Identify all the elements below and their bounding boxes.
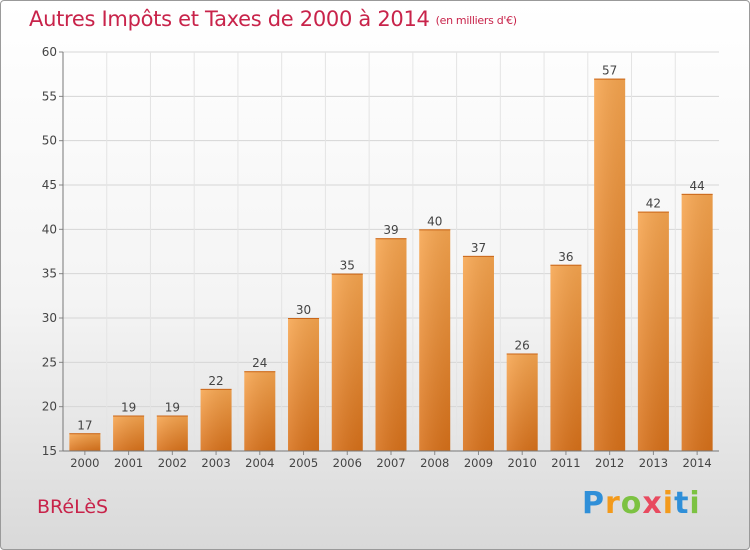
x-tick-label: 2004 bbox=[245, 456, 274, 470]
y-tick-label: 20 bbox=[42, 400, 57, 414]
y-tick-label: 30 bbox=[42, 311, 57, 325]
y-tick-label: 50 bbox=[42, 134, 57, 148]
x-tick-label: 2010 bbox=[508, 456, 537, 470]
x-tick-label: 2009 bbox=[464, 456, 493, 470]
value-label: 39 bbox=[383, 223, 398, 237]
value-label: 40 bbox=[427, 214, 442, 228]
bar-shade-2002 bbox=[156, 415, 188, 451]
bar-shade-2008 bbox=[419, 229, 451, 451]
x-tick-label: 2000 bbox=[70, 456, 99, 470]
y-tick-label: 15 bbox=[42, 444, 57, 458]
logo-letter: o bbox=[620, 486, 643, 521]
y-tick-label: 25 bbox=[42, 355, 57, 369]
x-tick-label: 2013 bbox=[639, 456, 668, 470]
y-tick-label: 40 bbox=[42, 222, 57, 236]
bar-shade-2013 bbox=[637, 211, 669, 451]
x-tick-label: 2008 bbox=[420, 456, 449, 470]
value-label: 42 bbox=[646, 197, 661, 211]
bar-shade-2005 bbox=[288, 318, 320, 451]
logo-letter: P bbox=[582, 486, 605, 521]
bar-shade-2014 bbox=[681, 193, 713, 451]
value-label: 19 bbox=[165, 401, 180, 415]
bar-shade-2011 bbox=[550, 264, 582, 451]
chart-title: Autres Impôts et Taxes de 2000 à 2014 (en… bbox=[29, 7, 517, 31]
value-label: 36 bbox=[558, 250, 573, 264]
bar-shade-2006 bbox=[331, 273, 363, 451]
value-label: 30 bbox=[296, 303, 311, 317]
bars: 17 19 19 22 24 30 35 39 40 37 26 36 57 42 44 bbox=[69, 64, 713, 451]
chart-unit: (en milliers d'€) bbox=[435, 14, 517, 27]
bar-shade-2010 bbox=[506, 353, 538, 451]
value-label: 19 bbox=[121, 401, 136, 415]
commune-name: BRéLèS bbox=[37, 496, 109, 518]
x-tick-label: 2007 bbox=[376, 456, 405, 470]
bar-shade-2012 bbox=[594, 78, 626, 451]
chart-title-text: Autres Impôts et Taxes de 2000 à 2014 bbox=[29, 7, 430, 31]
logo-letter: i bbox=[662, 486, 675, 521]
x-tick-label: 2002 bbox=[158, 456, 187, 470]
x-tick-label: 2001 bbox=[114, 456, 143, 470]
logo-letter: i bbox=[689, 486, 701, 521]
bar-shade-2004 bbox=[244, 371, 276, 451]
value-label: 26 bbox=[515, 338, 530, 352]
axes: 15 20 25 30 35 40 45 50 55 60 2000 2001 2002 2003 2004… bbox=[42, 45, 719, 470]
logo-letter: t bbox=[674, 486, 690, 521]
value-label: 24 bbox=[252, 356, 267, 370]
value-label: 35 bbox=[340, 259, 355, 273]
y-tick-label: 35 bbox=[42, 267, 57, 281]
value-label: 22 bbox=[208, 374, 223, 388]
bar-shade-2009 bbox=[462, 255, 494, 451]
proxiti-logo: Proxiti bbox=[582, 486, 701, 521]
y-tick-label: 60 bbox=[42, 45, 57, 59]
x-tick-label: 2003 bbox=[201, 456, 230, 470]
x-tick-label: 2014 bbox=[682, 456, 711, 470]
bar-shade-2000 bbox=[69, 433, 101, 451]
y-tick-label: 45 bbox=[42, 178, 57, 192]
x-tick-label: 2011 bbox=[551, 456, 580, 470]
bar-shade-2001 bbox=[113, 415, 145, 451]
value-label: 44 bbox=[689, 179, 704, 193]
bar-shade-2003 bbox=[200, 388, 232, 451]
value-label: 57 bbox=[602, 64, 617, 78]
x-tick-label: 2006 bbox=[333, 456, 362, 470]
x-tick-label: 2005 bbox=[289, 456, 318, 470]
value-label: 37 bbox=[471, 241, 486, 255]
x-tick-label: 2012 bbox=[595, 456, 624, 470]
logo-letter: r bbox=[605, 486, 621, 521]
y-tick-label: 55 bbox=[42, 89, 57, 103]
value-label: 17 bbox=[77, 418, 92, 432]
logo-letter: x bbox=[642, 486, 663, 521]
bar-shade-2007 bbox=[375, 238, 407, 451]
